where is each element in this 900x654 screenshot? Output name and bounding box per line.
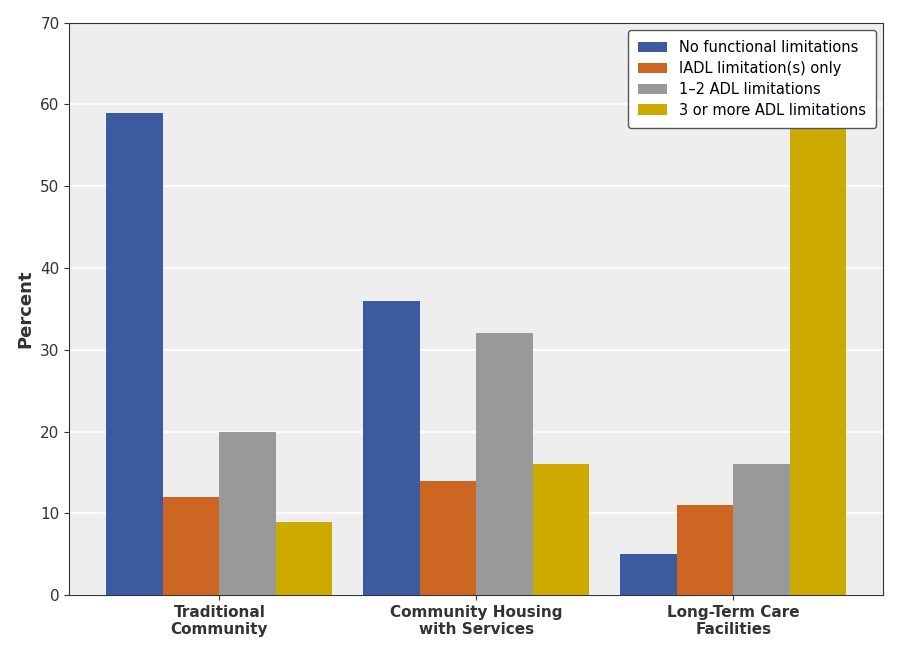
Bar xyxy=(163,497,220,595)
Legend: No functional limitations, IADL limitation(s) only, 1–2 ADL limitations, 3 or mo: No functional limitations, IADL limitati… xyxy=(628,30,876,128)
Bar xyxy=(476,334,533,595)
Bar xyxy=(677,506,733,595)
Bar xyxy=(364,301,419,595)
Bar xyxy=(790,47,846,595)
Bar xyxy=(276,522,332,595)
Bar xyxy=(106,112,163,595)
Bar xyxy=(620,555,677,595)
Y-axis label: Percent: Percent xyxy=(17,269,35,348)
Bar xyxy=(220,432,276,595)
Bar xyxy=(419,481,476,595)
Bar xyxy=(533,464,590,595)
Bar xyxy=(734,464,790,595)
